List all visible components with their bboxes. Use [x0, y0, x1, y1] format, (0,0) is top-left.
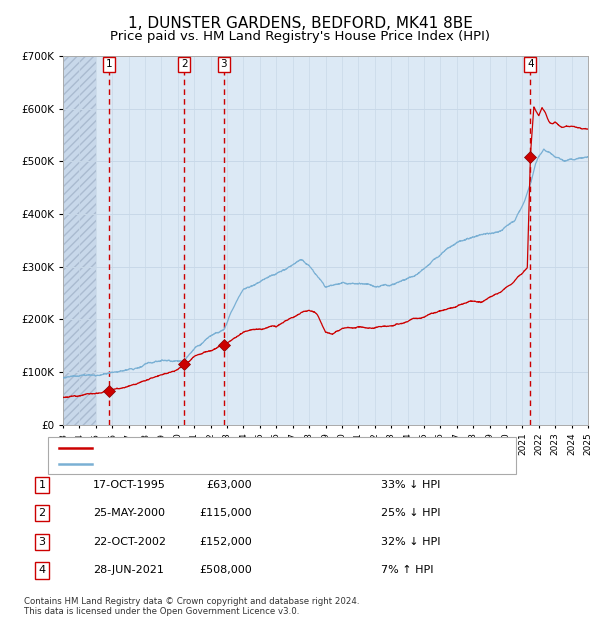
Text: 3: 3 — [221, 60, 227, 69]
Text: 17-OCT-1995: 17-OCT-1995 — [93, 480, 166, 490]
Text: Price paid vs. HM Land Registry's House Price Index (HPI): Price paid vs. HM Land Registry's House … — [110, 30, 490, 43]
Text: 1, DUNSTER GARDENS, BEDFORD, MK41 8BE: 1, DUNSTER GARDENS, BEDFORD, MK41 8BE — [128, 16, 472, 30]
Text: HPI: Average price, detached house, Bedford: HPI: Average price, detached house, Bedf… — [99, 459, 333, 469]
Text: £115,000: £115,000 — [199, 508, 252, 518]
Text: £63,000: £63,000 — [206, 480, 252, 490]
Text: 2: 2 — [38, 508, 46, 518]
Bar — [63, 56, 96, 425]
Text: 4: 4 — [38, 565, 46, 575]
Text: £508,000: £508,000 — [199, 565, 252, 575]
Text: 7% ↑ HPI: 7% ↑ HPI — [381, 565, 433, 575]
Text: 4: 4 — [527, 60, 534, 69]
Text: 28-JUN-2021: 28-JUN-2021 — [93, 565, 164, 575]
Text: 33% ↓ HPI: 33% ↓ HPI — [381, 480, 440, 490]
Text: 25% ↓ HPI: 25% ↓ HPI — [381, 508, 440, 518]
Text: 1: 1 — [106, 60, 112, 69]
Text: 25-MAY-2000: 25-MAY-2000 — [93, 508, 165, 518]
Text: 1, DUNSTER GARDENS, BEDFORD, MK41 8BE (detached house): 1, DUNSTER GARDENS, BEDFORD, MK41 8BE (d… — [99, 443, 428, 453]
Text: 3: 3 — [38, 537, 46, 547]
Text: £152,000: £152,000 — [199, 537, 252, 547]
Text: 2: 2 — [181, 60, 188, 69]
Text: This data is licensed under the Open Government Licence v3.0.: This data is licensed under the Open Gov… — [24, 606, 299, 616]
Text: 22-OCT-2002: 22-OCT-2002 — [93, 537, 166, 547]
Text: 1: 1 — [38, 480, 46, 490]
Text: 32% ↓ HPI: 32% ↓ HPI — [381, 537, 440, 547]
Text: Contains HM Land Registry data © Crown copyright and database right 2024.: Contains HM Land Registry data © Crown c… — [24, 597, 359, 606]
